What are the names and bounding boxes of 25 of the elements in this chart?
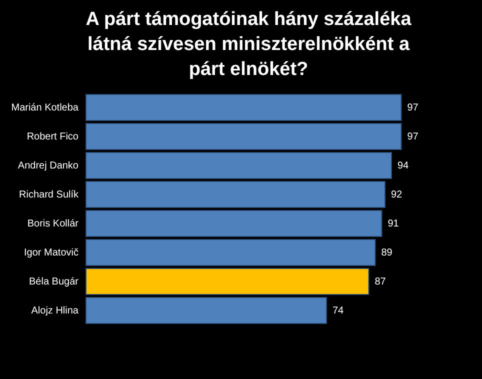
y-tick-label: Béla Bugár [29, 276, 80, 288]
data-label: 89 [381, 248, 393, 258]
bar [86, 180, 386, 208]
y-tick-label: Boris Kollár [27, 218, 80, 230]
y-tick-label: Marián Kotleba [11, 102, 79, 114]
bar [86, 268, 370, 296]
data-label: 97 [407, 132, 419, 142]
data-label: 87 [374, 276, 386, 288]
data-label: 97 [407, 102, 419, 114]
bar [86, 94, 402, 122]
data-label: 74 [332, 306, 344, 316]
data-label: 92 [391, 190, 403, 200]
data-label: 91 [388, 218, 400, 230]
bar [86, 238, 376, 266]
bar [86, 122, 402, 150]
y-tick-label: Robert Fico [26, 132, 79, 142]
bar [86, 152, 392, 180]
y-tick-label: Richard Sulík [19, 190, 80, 200]
y-tick-label: Igor Matovič [24, 248, 78, 258]
chart-title: A párt támogatóinak hány százaléka látná szívesen miniszterelnökként a párt elnökét? [86, 9, 412, 80]
data-label: 94 [398, 160, 410, 172]
bar [86, 210, 382, 238]
bar [86, 296, 327, 324]
y-tick-label: Andrej Danko [18, 160, 79, 172]
y-tick-label: Alojz Hlina [31, 306, 79, 316]
